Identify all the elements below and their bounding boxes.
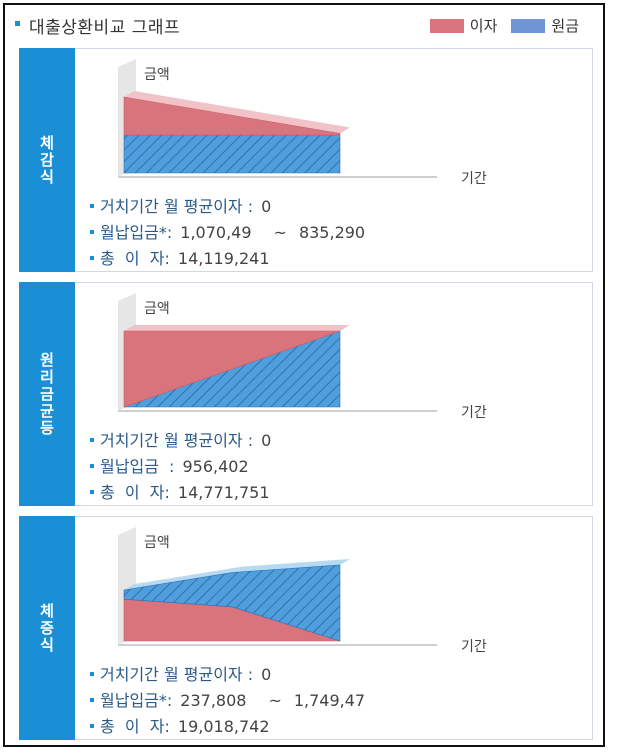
row-total-interest: 총 이 자: 14,771,751 (90, 479, 270, 503)
header: 대출상환비교 그래프 이자 원금 (13, 11, 593, 39)
bullet-icon (90, 464, 94, 468)
label: 월납입금*: (100, 223, 173, 242)
tab-label-equal-installment: 원리금균등 (19, 282, 75, 506)
value: 956,402 (182, 457, 249, 476)
value-end: 835,290 (298, 223, 366, 242)
label: 월납입금*: (100, 691, 173, 710)
area-top-rim (124, 325, 350, 331)
row-monthly-payment: 월납입금 : 956,402 (90, 453, 249, 477)
x-axis-label: 기간 (461, 171, 487, 187)
bullet-icon (90, 256, 94, 260)
row-monthly-payment: 월납입금*: 1,070,49 ~835,290 (90, 219, 365, 243)
row-grace-interest: 거치기간 월 평균이자 : 0 (90, 661, 271, 685)
row-total-interest: 총 이 자: 14,119,241 (90, 245, 270, 269)
y-axis-label: 금액 (144, 301, 170, 317)
value: 0 (261, 197, 272, 216)
value: 1,070,49 (180, 223, 252, 242)
bullet-icon (90, 490, 94, 494)
bullet-icon (90, 672, 94, 676)
value: 237,808 (180, 691, 247, 710)
label: 거치기간 월 평균이자 : (100, 665, 254, 684)
bullet-icon (90, 724, 94, 728)
y-axis-label: 금액 (144, 535, 170, 551)
row-total-interest: 총 이 자: 19,018,742 (90, 713, 270, 737)
bullet-icon (90, 230, 94, 234)
bullet-icon (90, 204, 94, 208)
bullet-icon (90, 698, 94, 702)
loan-comparison-frame: 대출상환비교 그래프 이자 원금 체감식 금액 기간 거치기간 월 평균이자 :0… (3, 3, 605, 747)
legend-swatch-interest (429, 18, 464, 33)
value: 14,771,751 (177, 483, 270, 502)
area-principal (123, 134, 341, 174)
title-bullet-icon (15, 21, 20, 26)
area-top-rim (124, 91, 350, 134)
tab-label-increasing: 체증식 (19, 516, 75, 740)
y-axis-label: 금액 (144, 67, 170, 83)
chart-legend: 이자 원금 (429, 15, 587, 36)
label: 총 이 자: (100, 717, 170, 736)
label: 총 이 자: (100, 483, 170, 502)
value: 0 (261, 431, 272, 450)
row-grace-interest: 거치기간 월 평균이자 : 0 (90, 193, 271, 217)
value: 19,018,742 (177, 717, 270, 736)
tab-label-decreasing: 체감식 (19, 48, 75, 272)
row-monthly-payment: 월납입금*: 237,808 ~1,749,47 (90, 687, 365, 711)
label: 거치기간 월 평균이자 : (100, 431, 254, 450)
x-axis-label: 기간 (461, 405, 487, 421)
value-end: 1,749,47 (293, 691, 366, 710)
area-interest (123, 96, 341, 136)
panel-equal-installment: 원리금균등 금액 기간 거치기간 월 평균이자 :0 월납입금 :956,402 … (19, 282, 593, 506)
range-separator: ~ (273, 223, 287, 242)
area-principal (123, 564, 341, 642)
value: 0 (261, 665, 272, 684)
x-axis-label: 기간 (461, 639, 487, 655)
value: 14,119,241 (177, 249, 270, 268)
label: 총 이 자: (100, 249, 170, 268)
bullet-icon (90, 438, 94, 442)
label: 월납입금 : (100, 457, 175, 476)
label: 거치기간 월 평균이자 : (100, 197, 254, 216)
page-title: 대출상환비교 그래프 (29, 18, 181, 38)
range-separator: ~ (268, 691, 282, 710)
row-grace-interest: 거치기간 월 평균이자 : 0 (90, 427, 271, 451)
legend-label-principal: 원금 (551, 17, 579, 35)
legend-label-interest: 이자 (469, 17, 498, 35)
area-interest (123, 330, 341, 408)
area-top-rim (124, 559, 350, 591)
legend-swatch-principal (511, 18, 546, 33)
